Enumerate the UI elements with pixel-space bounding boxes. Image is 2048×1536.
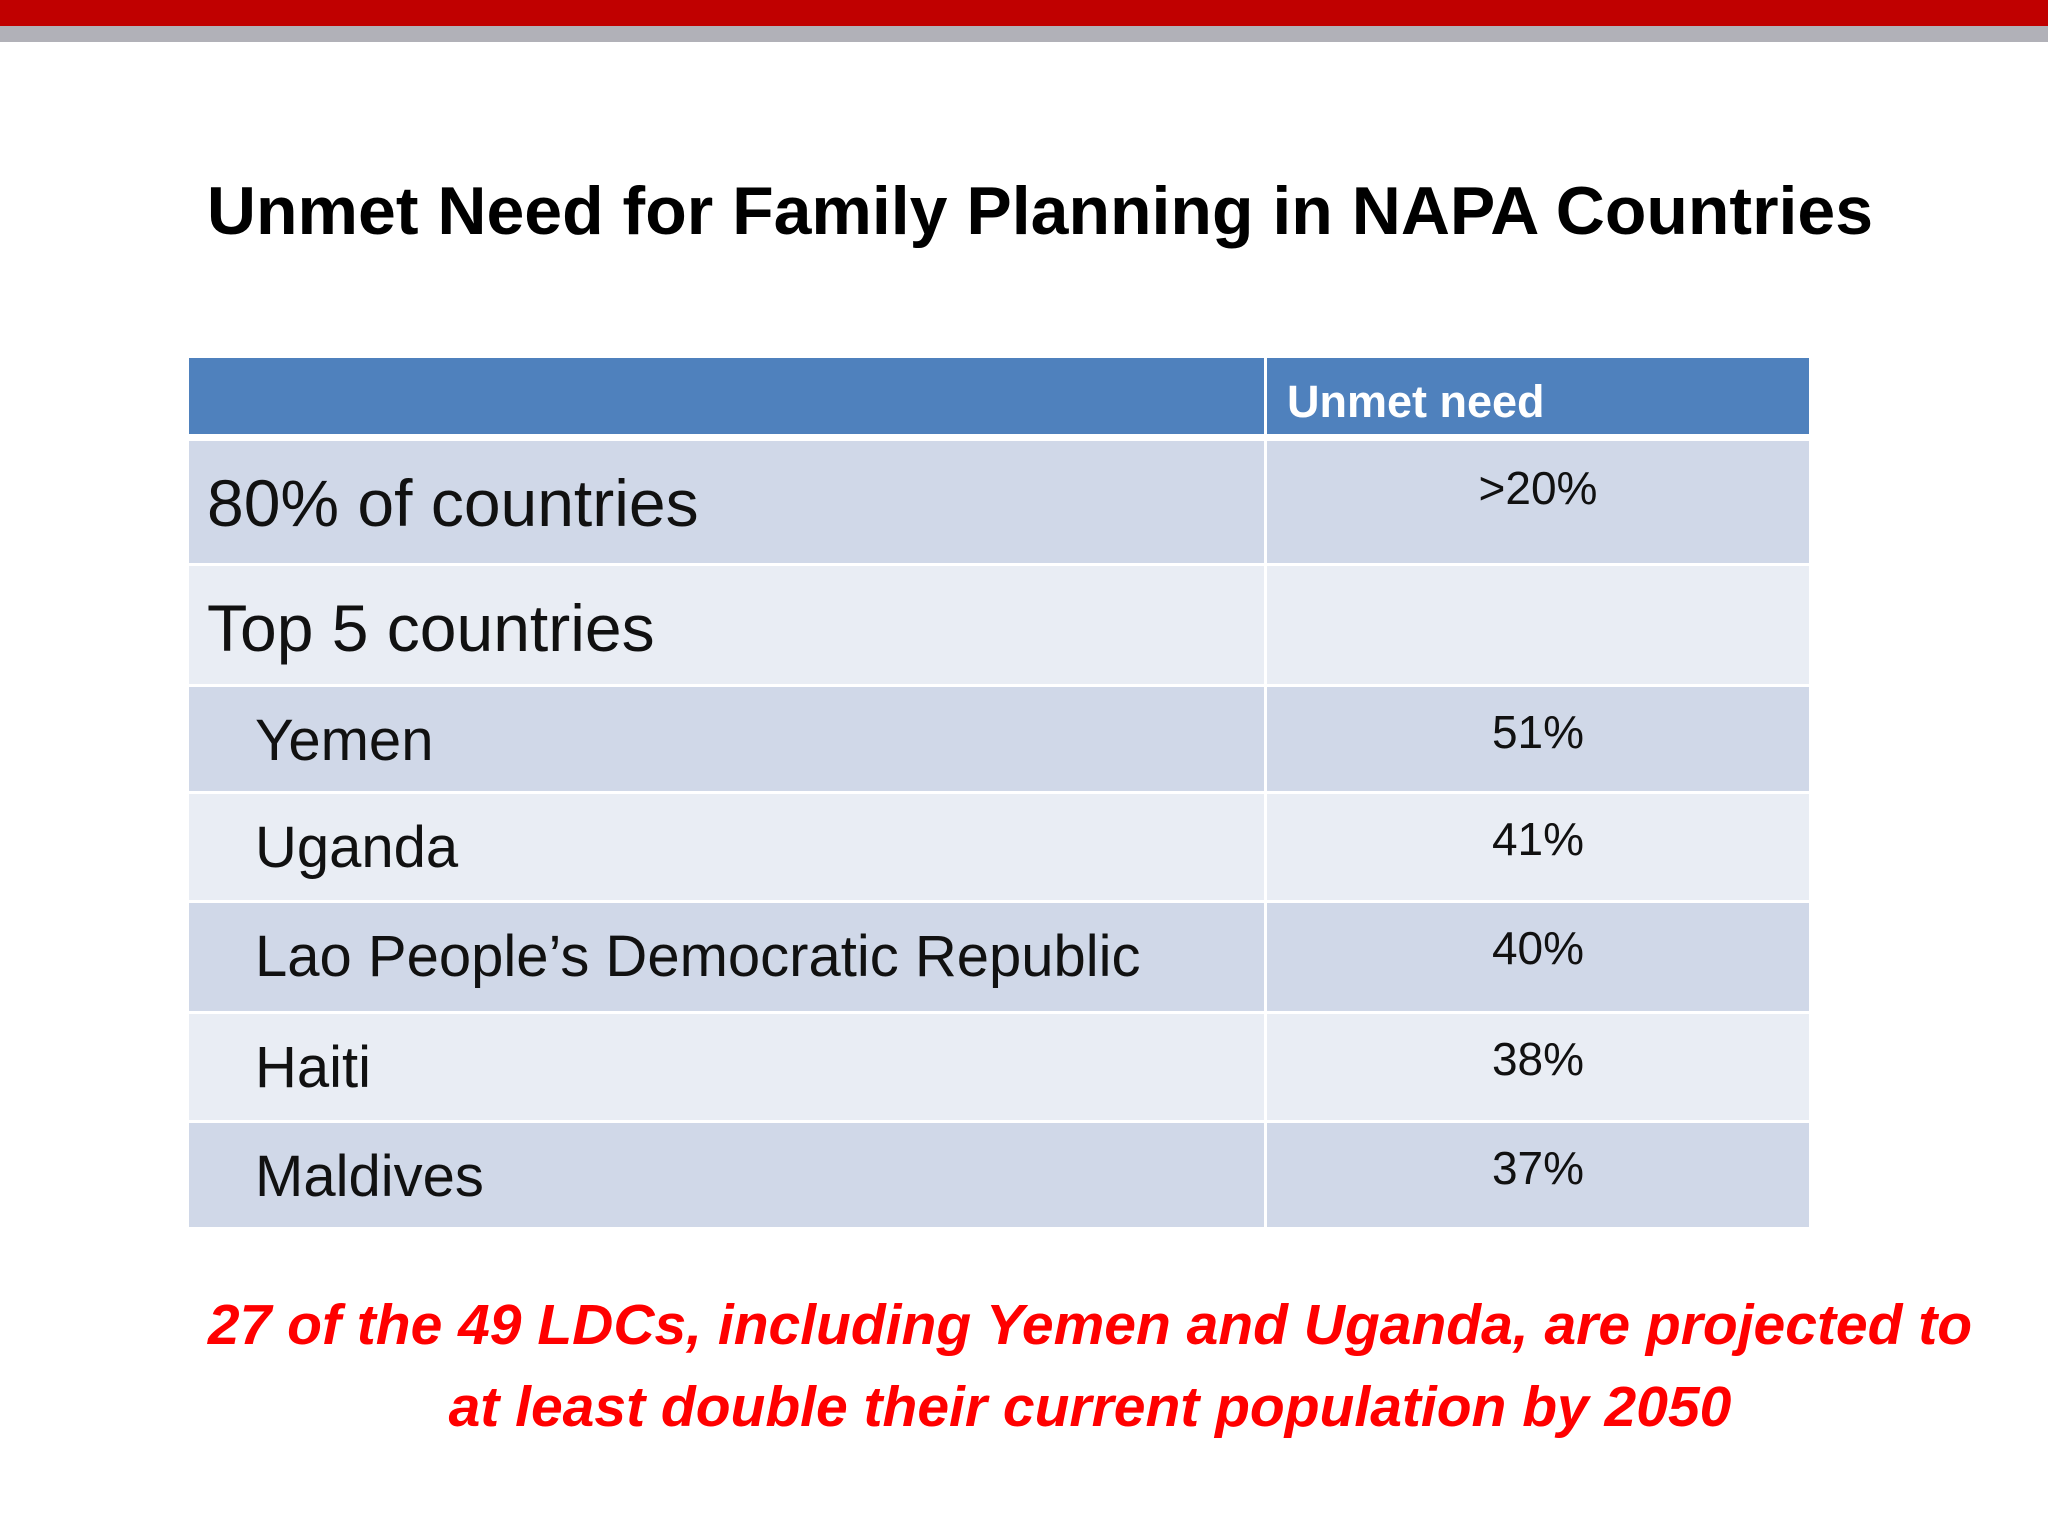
table-row: Uganda 41% xyxy=(189,794,1809,903)
row-label: Haiti xyxy=(189,1014,1267,1120)
row-value: 37% xyxy=(1491,1142,1585,1194)
row-label: Maldives xyxy=(189,1123,1267,1227)
top-accent-bar-secondary xyxy=(0,26,2048,42)
table-row: Lao People’s Democratic Republic 40% xyxy=(189,903,1809,1014)
table-row: Haiti 38% xyxy=(189,1014,1809,1123)
row-label: 80% of countries xyxy=(189,441,1267,563)
row-label: Lao People’s Democratic Republic xyxy=(189,903,1267,1011)
row-label: Uganda xyxy=(189,794,1267,900)
row-value: 38% xyxy=(1491,1033,1585,1085)
table-row: Maldives 37% xyxy=(189,1123,1809,1227)
row-value: 40% xyxy=(1491,922,1585,974)
footnote-line-2: at least double their current population… xyxy=(448,1375,1732,1439)
table-header-row: Unmet need xyxy=(189,358,1809,441)
footnote-line-1: 27 of the 49 LDCs, including Yemen and U… xyxy=(207,1293,1973,1357)
header-value-cell: Unmet need xyxy=(1287,376,1545,427)
table-row: Top 5 countries xyxy=(189,566,1809,687)
table-row: 80% of countries >20% xyxy=(189,441,1809,566)
slide-title: Unmet Need for Family Planning in NAPA C… xyxy=(206,173,1874,249)
row-label: Top 5 countries xyxy=(189,566,1267,684)
row-value: 41% xyxy=(1491,813,1585,865)
unmet-need-table: Unmet need 80% of countries >20% Top 5 c… xyxy=(189,358,1809,1227)
top-accent-bar xyxy=(0,0,2048,26)
row-value xyxy=(1267,566,1809,684)
population-footnote: 27 of the 49 LDCs, including Yemen and U… xyxy=(0,1284,2048,1448)
row-label: Yemen xyxy=(189,687,1267,791)
table-row: Yemen 51% xyxy=(189,687,1809,794)
header-label-cell xyxy=(189,358,1267,434)
row-value: 51% xyxy=(1491,706,1585,758)
row-value: >20% xyxy=(1478,462,1598,514)
